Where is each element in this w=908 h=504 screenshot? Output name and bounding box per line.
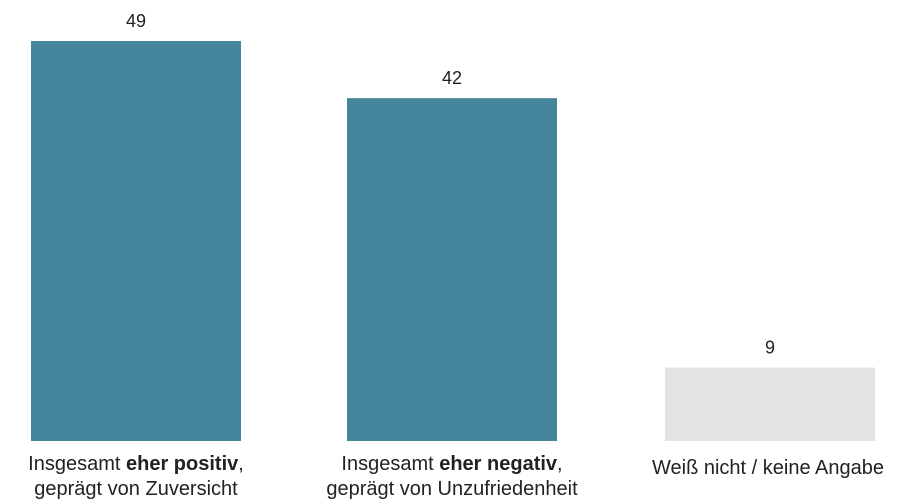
bar-1 xyxy=(31,41,241,441)
category-label-positive: Insgesamt eher positiv, geprägt von Zuve… xyxy=(28,453,244,500)
data-label-3: 9 xyxy=(765,338,775,358)
bar-2 xyxy=(347,98,557,442)
category-label-unknown: Weiß nicht / keine Angabe xyxy=(652,457,884,479)
data-label-2: 42 xyxy=(442,68,462,88)
bar-3 xyxy=(665,367,875,441)
data-label-1: 49 xyxy=(126,11,146,31)
category-label-negative: Insgesamt eher negativ, geprägt von Unzu… xyxy=(326,453,578,500)
